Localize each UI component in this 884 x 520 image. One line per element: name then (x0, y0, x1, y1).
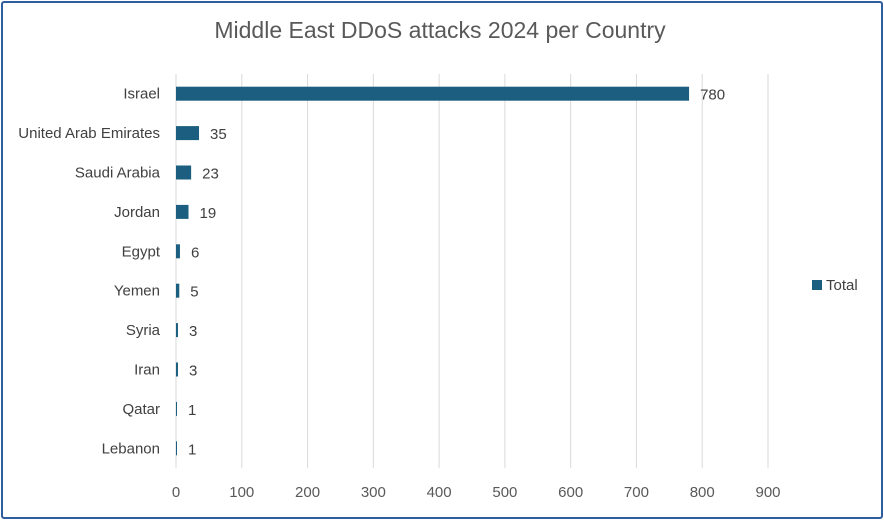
bar (176, 401, 177, 416)
data-label: 1 (188, 441, 196, 458)
x-tick-label: 500 (492, 484, 517, 501)
category-label: Yemen (114, 283, 160, 300)
bar (176, 86, 690, 101)
x-tick-label: 900 (755, 484, 780, 501)
bar (176, 323, 178, 338)
bar (176, 362, 178, 377)
category-label: Saudi Arabia (75, 165, 161, 182)
x-tick-label: 400 (427, 484, 452, 501)
x-tick-label: 100 (229, 484, 254, 501)
x-tick-label: 300 (361, 484, 386, 501)
data-label: 3 (189, 323, 197, 340)
bar (176, 165, 192, 180)
data-label: 1 (188, 402, 196, 419)
legend-label: Total (826, 277, 858, 294)
category-label: Iran (134, 362, 160, 379)
bar (176, 126, 200, 141)
chart-title: Middle East DDoS attacks 2024 per Countr… (214, 17, 666, 43)
category-label: Lebanon (102, 440, 160, 457)
legend-swatch (812, 280, 822, 290)
data-label: 3 (189, 363, 197, 380)
x-tick-label: 700 (624, 484, 649, 501)
bar (176, 244, 180, 259)
category-label: Israel (123, 86, 160, 103)
data-label: 35 (210, 126, 227, 143)
x-tick-label: 800 (690, 484, 715, 501)
data-label: 19 (199, 205, 216, 222)
category-label: Qatar (122, 401, 160, 418)
x-tick-label: 600 (558, 484, 583, 501)
bar (176, 441, 177, 456)
data-label: 5 (190, 284, 198, 301)
category-label: Jordan (114, 204, 160, 221)
x-tick-label: 200 (295, 484, 320, 501)
data-label: 6 (191, 244, 199, 261)
category-label: United Arab Emirates (18, 125, 160, 142)
category-label: Syria (126, 322, 161, 339)
bar (176, 283, 180, 298)
data-label: 23 (202, 166, 219, 183)
data-label: 780 (700, 87, 725, 104)
category-label: Egypt (122, 243, 161, 260)
bar (176, 204, 189, 219)
x-tick-label: 0 (172, 484, 180, 501)
